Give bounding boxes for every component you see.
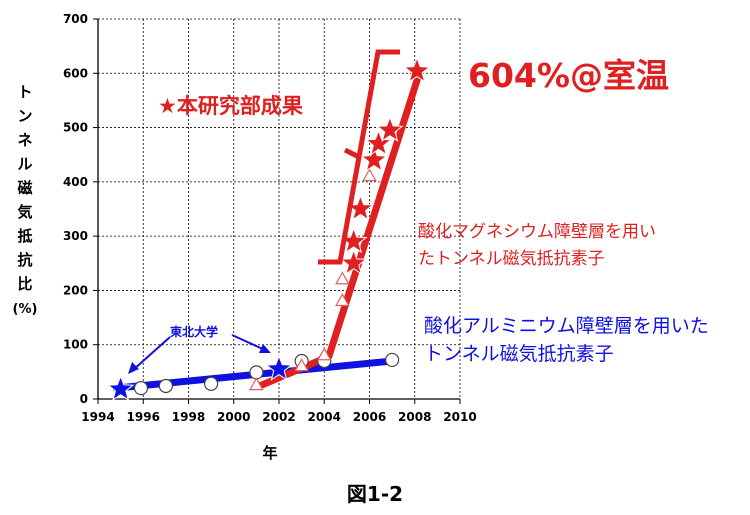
y-tick-label: 700 xyxy=(63,12,88,26)
y-label-char: ネ xyxy=(17,131,32,149)
y-label-char: (%) xyxy=(13,302,38,317)
alumina-circle-point xyxy=(158,378,173,394)
mgo-triangle-point xyxy=(294,358,309,372)
mgo-star-point xyxy=(376,115,404,142)
x-tick-label: 2004 xyxy=(308,410,341,424)
x-tick-label: 2002 xyxy=(262,410,295,424)
alumina-circle-point xyxy=(249,365,264,380)
mgo-star-point xyxy=(339,248,368,275)
mgo-triangle-point xyxy=(335,271,350,285)
mgo-label-line1: 酸化マグネシウム障壁層を用い xyxy=(418,222,656,242)
y-label-char: ト xyxy=(17,83,32,101)
mgo-label-line2: たトンネル磁気抵抗素子 xyxy=(418,249,605,269)
axes xyxy=(93,18,461,404)
x-tick-label: 1994 xyxy=(81,410,114,424)
x-tick-label: 1996 xyxy=(127,410,160,424)
y-tick-label: 400 xyxy=(63,175,88,189)
mgo-triangle-point xyxy=(335,293,350,307)
y-label-char: 磁 xyxy=(17,179,32,197)
mgo-star-point xyxy=(360,145,388,172)
y-label-char: ン xyxy=(17,107,32,125)
mgo-trend-line xyxy=(257,69,423,389)
mgo-star-point xyxy=(364,129,393,156)
y-label-char: 比 xyxy=(17,275,32,293)
x-tick-label: 2000 xyxy=(217,410,250,424)
figure-caption: 図1-2 xyxy=(346,482,404,506)
room-temp-value: 604%@室温 xyxy=(468,56,669,95)
tmr-chart: 1994 1996 1998 2000 2002 2004 2006 2008 2010 0 100… xyxy=(13,12,709,462)
y-tick-label: 0 xyxy=(80,392,88,406)
alumina-star-point xyxy=(106,374,135,401)
red-bracket-tick xyxy=(343,147,361,160)
x-tick-label: 2006 xyxy=(353,410,386,424)
data-points xyxy=(106,56,431,401)
y-tick-label: 500 xyxy=(63,121,88,135)
x-tick-label: 1998 xyxy=(172,410,205,424)
alumina-circle-point xyxy=(385,352,400,368)
y-tick-label: 200 xyxy=(63,283,88,297)
alo-label-line1: 酸化アルミニウム障壁層を用いた xyxy=(424,315,709,337)
x-tick-label: 2008 xyxy=(398,410,431,424)
y-tick-label: 600 xyxy=(63,66,88,80)
mgo-triangle-point xyxy=(316,347,332,361)
y-label-char: 気 xyxy=(17,203,32,221)
y-label-char: 抵 xyxy=(17,227,32,245)
x-axis-label: 年 xyxy=(262,444,277,462)
alumina-star-point xyxy=(265,354,293,381)
tohoku-arrow-right xyxy=(231,334,266,351)
tohoku-label: 東北大学 xyxy=(170,324,218,339)
x-tick-label: 2010 xyxy=(443,410,476,424)
tohoku-arrowhead-right xyxy=(259,344,271,353)
grid xyxy=(98,18,461,399)
trend-lines xyxy=(112,69,423,392)
y-label-char: ル xyxy=(17,155,32,173)
mgo-triangle-point xyxy=(362,168,377,182)
tohoku-arrowhead-left xyxy=(128,362,139,374)
y-tick-label: 100 xyxy=(63,338,88,352)
mgo-star-point xyxy=(403,56,431,83)
mgo-triangle-point xyxy=(249,377,264,391)
y-label-char: 抗 xyxy=(17,251,32,269)
tohoku-arrow-left xyxy=(132,336,171,371)
alumina-circle-point xyxy=(204,376,219,391)
result-legend: ★本研究部成果 xyxy=(158,94,303,118)
y-tick-label: 300 xyxy=(63,229,88,243)
annotations: 東北大学 ★本研究部成果 604%@室温 酸化マグネシウム障壁層を用い たトンネ… xyxy=(128,49,709,374)
tick-labels: 1994 1996 1998 2000 2002 2004 2006 2008 2010 0 100… xyxy=(63,12,477,424)
alumina-circle-point xyxy=(133,381,149,396)
alo-label-line2: トンネル磁気抵抗素子 xyxy=(424,343,614,365)
